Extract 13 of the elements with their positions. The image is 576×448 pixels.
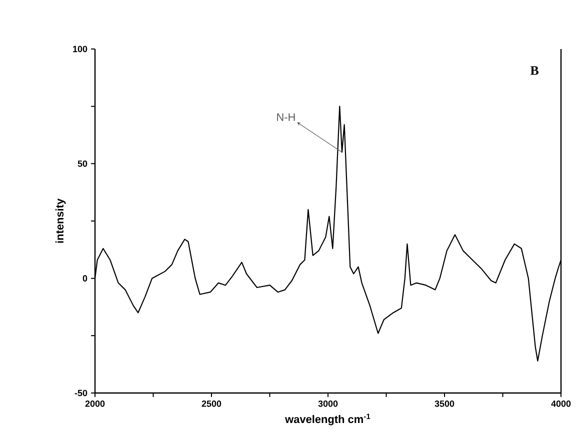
y-tick-label: 50 [78,160,88,167]
y-tick-label: -50 [74,390,88,396]
annotation: B [530,66,538,75]
x-tick-label: 3500 [434,400,454,407]
annotation: N-H [277,113,295,121]
y-tick-label: 100 [73,46,88,52]
x-tick-label: 2500 [202,400,222,407]
x-axis-title: wavelength cm$^{-1}$ [285,414,370,426]
x-tick-label: 4000 [551,400,571,407]
y-tick-label: 0 [82,275,88,282]
x-tick-label: 3000 [318,400,338,407]
y-axis-title: intensity [55,198,66,243]
x-tick-label: 2000 [85,400,105,407]
